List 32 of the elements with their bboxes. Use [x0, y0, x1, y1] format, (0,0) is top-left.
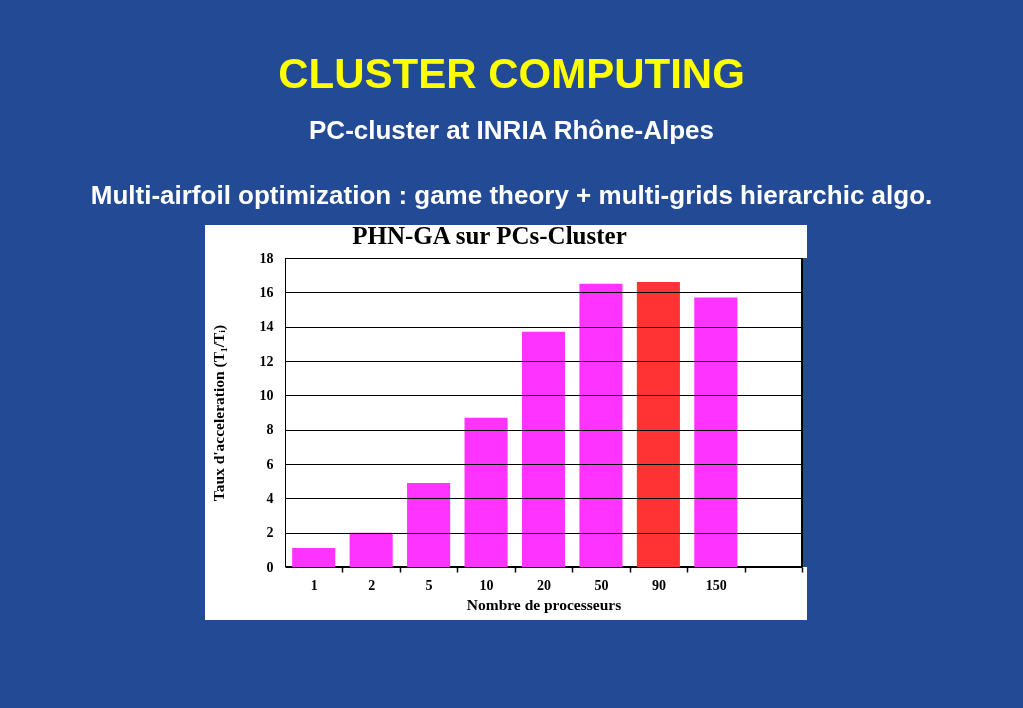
x-tick-label: 2: [368, 577, 376, 593]
bar: [579, 283, 623, 567]
y-tick-label: 4: [266, 490, 274, 506]
y-tick-label: 8: [266, 422, 274, 438]
y-axis-title: Taux d'acceleration (T₁/Tᵢ): [209, 324, 228, 502]
text: Multi-airfoil optimization : game theory + multi-grids hierarchic algo.: [90, 180, 933, 210]
x-tick-label: 1: [310, 577, 318, 593]
y-tick-label: 2: [266, 525, 274, 541]
bar: [292, 548, 336, 567]
text: CLUSTER COMPUTING: [278, 50, 745, 97]
y-tick-label: 14: [259, 319, 274, 335]
x-tick-label: 10: [479, 577, 494, 593]
bar: [694, 297, 738, 567]
y-tick-label: 0: [266, 559, 274, 575]
y-tick-label: 16: [259, 284, 274, 300]
chart-title: PHN-GA sur PCs-Cluster: [352, 222, 627, 249]
x-tick-label: 90: [651, 577, 666, 593]
bar: [521, 331, 566, 567]
x-axis-title: Nombre de processeurs: [466, 595, 622, 613]
y-tick-label: 12: [259, 353, 274, 369]
bar: [464, 417, 508, 567]
x-tick-label: 5: [425, 577, 433, 593]
y-tick-label: 18: [259, 250, 274, 266]
bar: [636, 282, 680, 567]
bar: [349, 532, 393, 567]
x-tick-label: 150: [705, 577, 727, 593]
x-tick-label: 20: [537, 577, 551, 593]
text: PC-cluster at INRIA Rhône-Alpes: [309, 115, 714, 145]
y-tick-label: 6: [266, 456, 274, 472]
x-tick-label: 50: [594, 577, 609, 593]
bar: [407, 482, 451, 567]
y-tick-label: 10: [259, 387, 274, 403]
